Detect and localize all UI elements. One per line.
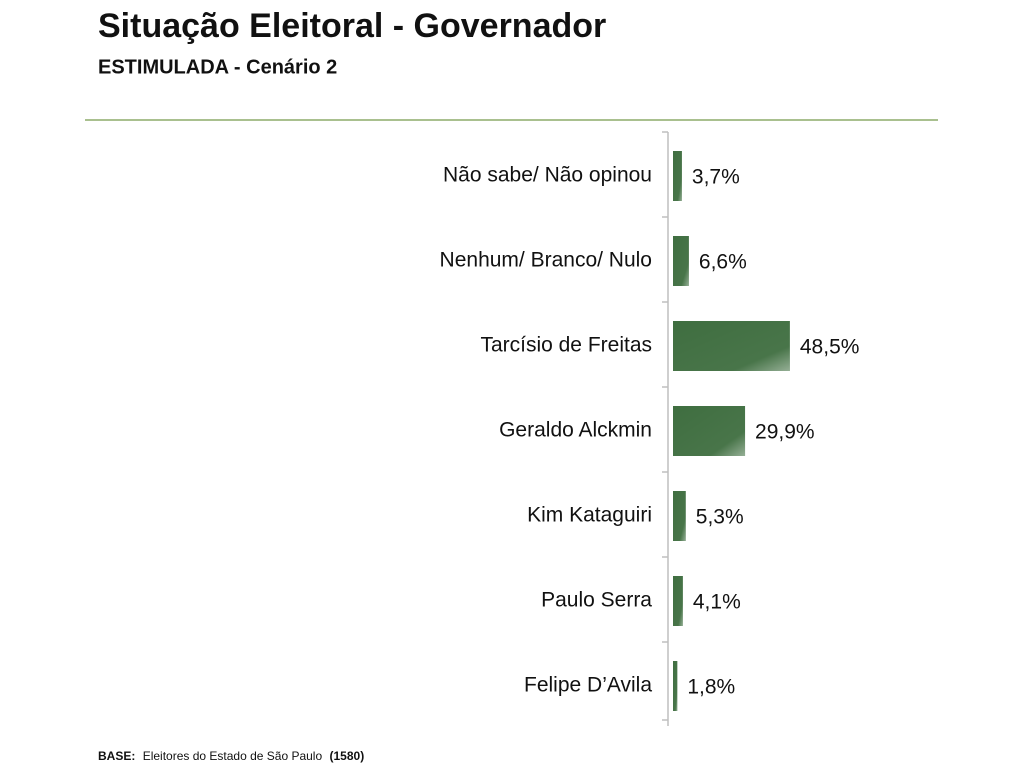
category-label: Felipe D’Avila — [524, 674, 652, 697]
note-label: BASE: — [98, 749, 135, 763]
bar-shine — [673, 406, 746, 456]
category-label: Kim Kataguiri — [527, 504, 652, 527]
value-label: 29,9% — [755, 421, 815, 444]
value-label: 4,1% — [693, 591, 741, 614]
bar-shine — [673, 576, 683, 626]
note: BASE: Eleitores do Estado de São Paulo (… — [98, 749, 364, 763]
bar-shine — [673, 236, 689, 286]
chart-title: Situação Eleitoral - Governador — [98, 7, 606, 45]
value-label: 48,5% — [800, 336, 860, 359]
chart-subtitle: ESTIMULADA - Cenário 2 — [98, 56, 337, 78]
category-label: Geraldo Alckmin — [499, 419, 652, 442]
value-label: 1,8% — [687, 676, 735, 699]
bar-shine — [673, 661, 678, 711]
bar-shine — [673, 321, 790, 371]
category-label: Paulo Serra — [541, 589, 652, 612]
value-label: 6,6% — [699, 251, 747, 274]
value-label: 5,3% — [696, 506, 744, 529]
category-label: Não sabe/ Não opinou — [443, 164, 652, 187]
bar-shine — [673, 151, 682, 201]
value-label: 3,7% — [692, 166, 740, 189]
bar-shine — [673, 491, 686, 541]
category-label: Nenhum/ Branco/ Nulo — [440, 249, 652, 272]
note-text: Eleitores do Estado de São Paulo — [143, 749, 323, 763]
category-label: Tarcísio de Freitas — [480, 334, 652, 357]
note-count: (1580) — [330, 749, 365, 763]
